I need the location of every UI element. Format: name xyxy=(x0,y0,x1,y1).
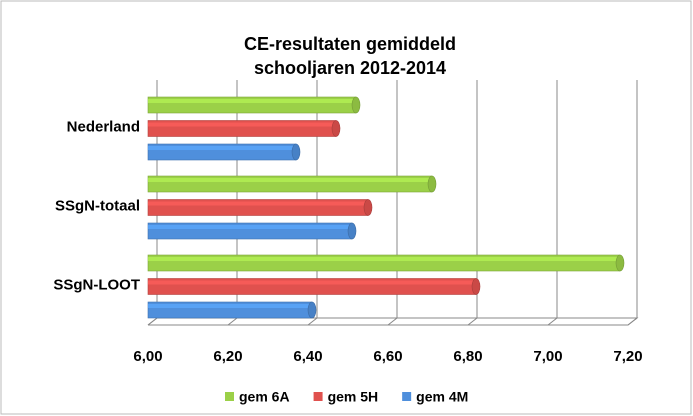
bar xyxy=(147,254,625,272)
bar xyxy=(147,278,481,295)
grid-line xyxy=(307,80,318,326)
legend-swatch xyxy=(313,392,323,401)
x-tick-label: 6,00 xyxy=(133,348,162,365)
y-tick-label: SSgN-LOOT xyxy=(53,276,140,293)
legend-label: gem 5H xyxy=(328,389,379,405)
chart-title: CE-resultaten gemiddeld xyxy=(244,34,456,54)
bar xyxy=(147,222,357,240)
legend-swatch xyxy=(402,392,412,401)
grid-line xyxy=(627,80,638,326)
bar xyxy=(147,175,437,193)
grid-line xyxy=(547,80,558,326)
legend-label: gem 4M xyxy=(416,389,468,405)
y-tick-label: Nederland xyxy=(67,118,140,135)
x-tick-label: 6,60 xyxy=(373,348,402,365)
legend-label: gem 6A xyxy=(239,389,290,405)
bar xyxy=(147,143,301,161)
bar xyxy=(147,301,317,319)
x-tick-label: 6,40 xyxy=(293,348,322,365)
x-tick-label: 7,20 xyxy=(613,348,642,365)
chart-title: schooljaren 2012-2014 xyxy=(254,58,446,78)
x-tick-label: 7,00 xyxy=(533,348,562,365)
y-tick-label: SSgN-totaal xyxy=(55,197,140,214)
grid-line xyxy=(387,80,398,326)
bar xyxy=(147,120,341,137)
grid-line xyxy=(467,80,478,326)
bar xyxy=(147,199,373,216)
x-tick-label: 6,20 xyxy=(213,348,242,365)
legend-swatch xyxy=(225,392,234,401)
x-tick-label: 6,80 xyxy=(453,348,482,365)
bar xyxy=(147,96,361,114)
